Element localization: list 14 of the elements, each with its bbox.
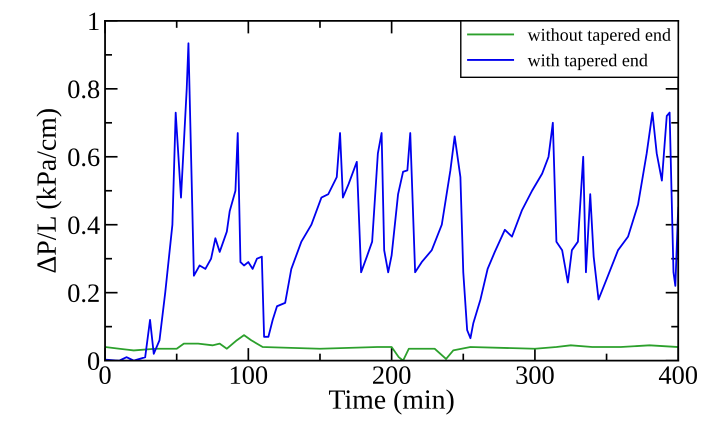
- y-tick-label: 0.6: [68, 148, 100, 166]
- x-tick-label: 300: [516, 366, 554, 384]
- x-tick-label: 400: [658, 366, 697, 384]
- legend-label: without tapered end: [528, 28, 671, 45]
- y-axis-title: ΔP/L (kPa/cm): [36, 109, 62, 273]
- x-tick-label: 200: [372, 366, 410, 384]
- legend-label: with tapered end: [528, 54, 648, 70]
- y-tick-label: 0: [88, 352, 100, 370]
- x-axis-title: Time (min): [328, 389, 454, 415]
- y-tick-label: 0.8: [68, 80, 100, 98]
- y-tick-label: 0.2: [68, 284, 99, 302]
- y-tick-label: 0.4: [68, 216, 100, 234]
- y-tick-label: 1: [89, 12, 99, 30]
- x-tick-label: 100: [230, 366, 268, 384]
